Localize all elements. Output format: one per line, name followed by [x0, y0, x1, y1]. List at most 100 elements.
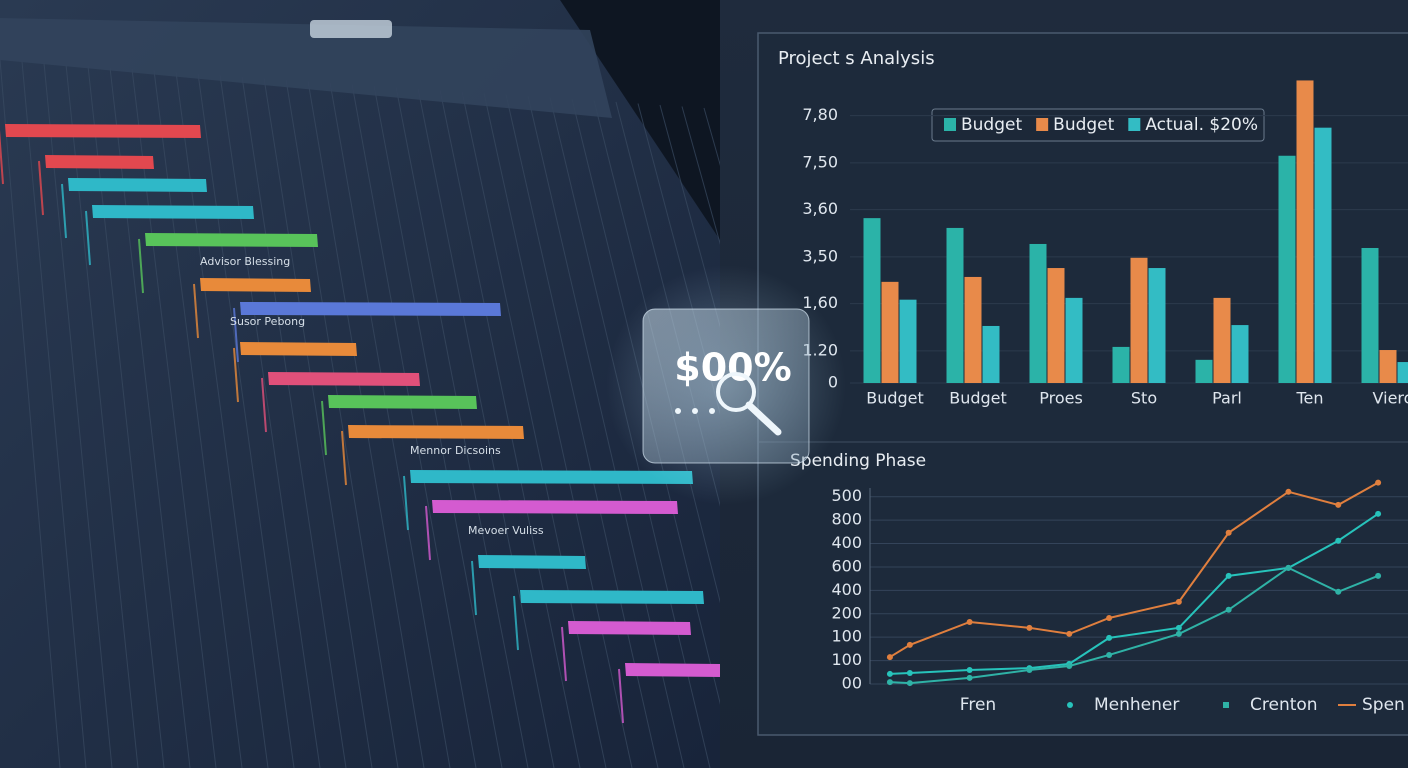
legend-label: Spen [1362, 695, 1405, 715]
y-tick-label: 7,50 [802, 152, 838, 171]
line-point [886, 654, 893, 661]
line-point [1026, 666, 1033, 673]
gantt-task-bar [240, 302, 501, 316]
line-point [1285, 488, 1292, 495]
bar [1213, 297, 1231, 383]
gantt-bars: Advisor Blessing Susor Pebong Mennor Dicso… [0, 124, 721, 724]
gantt-connector [61, 183, 67, 239]
x-tick-label: Ten [1295, 389, 1323, 408]
legend-label: Budget [961, 115, 1022, 135]
gantt-connector [38, 160, 44, 216]
line-point [966, 618, 973, 625]
gantt-connector [233, 307, 239, 363]
x-tick-label: Budget [866, 389, 924, 408]
line-point [886, 679, 893, 686]
y-tick-label: 100 [831, 650, 862, 669]
line-point [906, 641, 913, 648]
bar [899, 299, 917, 383]
gantt-task-bar [200, 278, 311, 292]
line-point [1066, 662, 1073, 669]
bar [1112, 346, 1130, 383]
line-point [1106, 614, 1113, 621]
line-point [966, 674, 973, 681]
x-tick-label: Proes [1039, 389, 1083, 408]
gantt-task-bar [45, 155, 154, 169]
bar [881, 281, 899, 383]
gantt-task-bar [92, 205, 254, 219]
y-tick-label: 100 [831, 627, 862, 646]
line-point [1375, 572, 1382, 579]
line-point [966, 666, 973, 673]
gantt-connector [618, 668, 624, 724]
gantt-connector [425, 505, 431, 561]
line-point [1285, 564, 1292, 571]
x-tick-label: Parl [1212, 389, 1242, 408]
y-tick-label: 3,50 [802, 246, 838, 265]
legend-swatch [1067, 702, 1073, 708]
gantt-header [0, 18, 612, 118]
line-point [906, 669, 913, 676]
line-point [1225, 606, 1232, 613]
y-tick-label: 400 [831, 580, 862, 599]
x-tick-label: Sto [1131, 389, 1157, 408]
y-tick-label: 400 [831, 533, 862, 552]
legend-label: Crenton [1250, 695, 1318, 715]
gantt-grid-line [285, 79, 399, 768]
gantt-grid-line [483, 92, 633, 768]
gantt-task-bar [5, 124, 201, 138]
gantt-grid-line [197, 73, 295, 768]
gantt-task-bar [240, 342, 357, 356]
y-tick-label: 3,60 [802, 199, 838, 218]
line-point [1375, 510, 1382, 517]
legend-swatch [944, 118, 956, 131]
gantt-connector [403, 475, 409, 531]
legend-swatch [1223, 702, 1229, 708]
line-point [1026, 624, 1033, 631]
x-axis-label: Fren [960, 695, 996, 715]
bar [1397, 362, 1408, 383]
section-title: Spending Phase [790, 451, 926, 471]
gantt-connector [85, 210, 91, 266]
gantt-connector [0, 129, 4, 185]
bar [1029, 243, 1047, 383]
gantt-task-bar [348, 425, 524, 439]
line-point [1106, 651, 1113, 658]
y-tick-label: 7,80 [802, 105, 838, 124]
bar [863, 218, 881, 383]
line-point [906, 680, 913, 687]
gantt-task-bar [68, 178, 207, 192]
line-point [1375, 479, 1382, 486]
gantt-grid-line [0, 59, 61, 768]
dot-icon [709, 408, 715, 414]
y-tick-label: 500 [831, 486, 862, 505]
gantt-grid-line [461, 91, 607, 768]
legend-swatch [1036, 118, 1049, 131]
header-tab[interactable] [310, 20, 392, 38]
bar [1361, 247, 1379, 383]
magnifier-icon [716, 372, 756, 412]
gantt-grid-line [307, 80, 425, 768]
gantt-connector [261, 377, 267, 433]
gantt-task-label: Mevoer Vuliss [468, 524, 544, 537]
line-point [1335, 501, 1342, 508]
y-tick-label: 200 [831, 603, 862, 622]
y-tick-label: 800 [831, 510, 862, 529]
line-point [1225, 529, 1232, 536]
gantt-connector [471, 560, 477, 616]
gantt-grid-line [43, 62, 113, 768]
bar [1231, 325, 1249, 383]
gantt-grid-line [21, 61, 87, 768]
gantt-connector [561, 626, 567, 682]
line-point [1175, 630, 1182, 637]
gantt-task-bar [328, 395, 477, 409]
line-point [1066, 630, 1073, 637]
bar [1379, 350, 1397, 383]
bar [1148, 268, 1166, 383]
bar [1314, 127, 1332, 383]
line-point [1175, 598, 1182, 605]
legend-label: Menhener [1094, 695, 1179, 715]
bar [1130, 257, 1148, 383]
line-point [1335, 537, 1342, 544]
gantt-grid-line [263, 77, 373, 768]
magnifier-handle [745, 401, 782, 436]
